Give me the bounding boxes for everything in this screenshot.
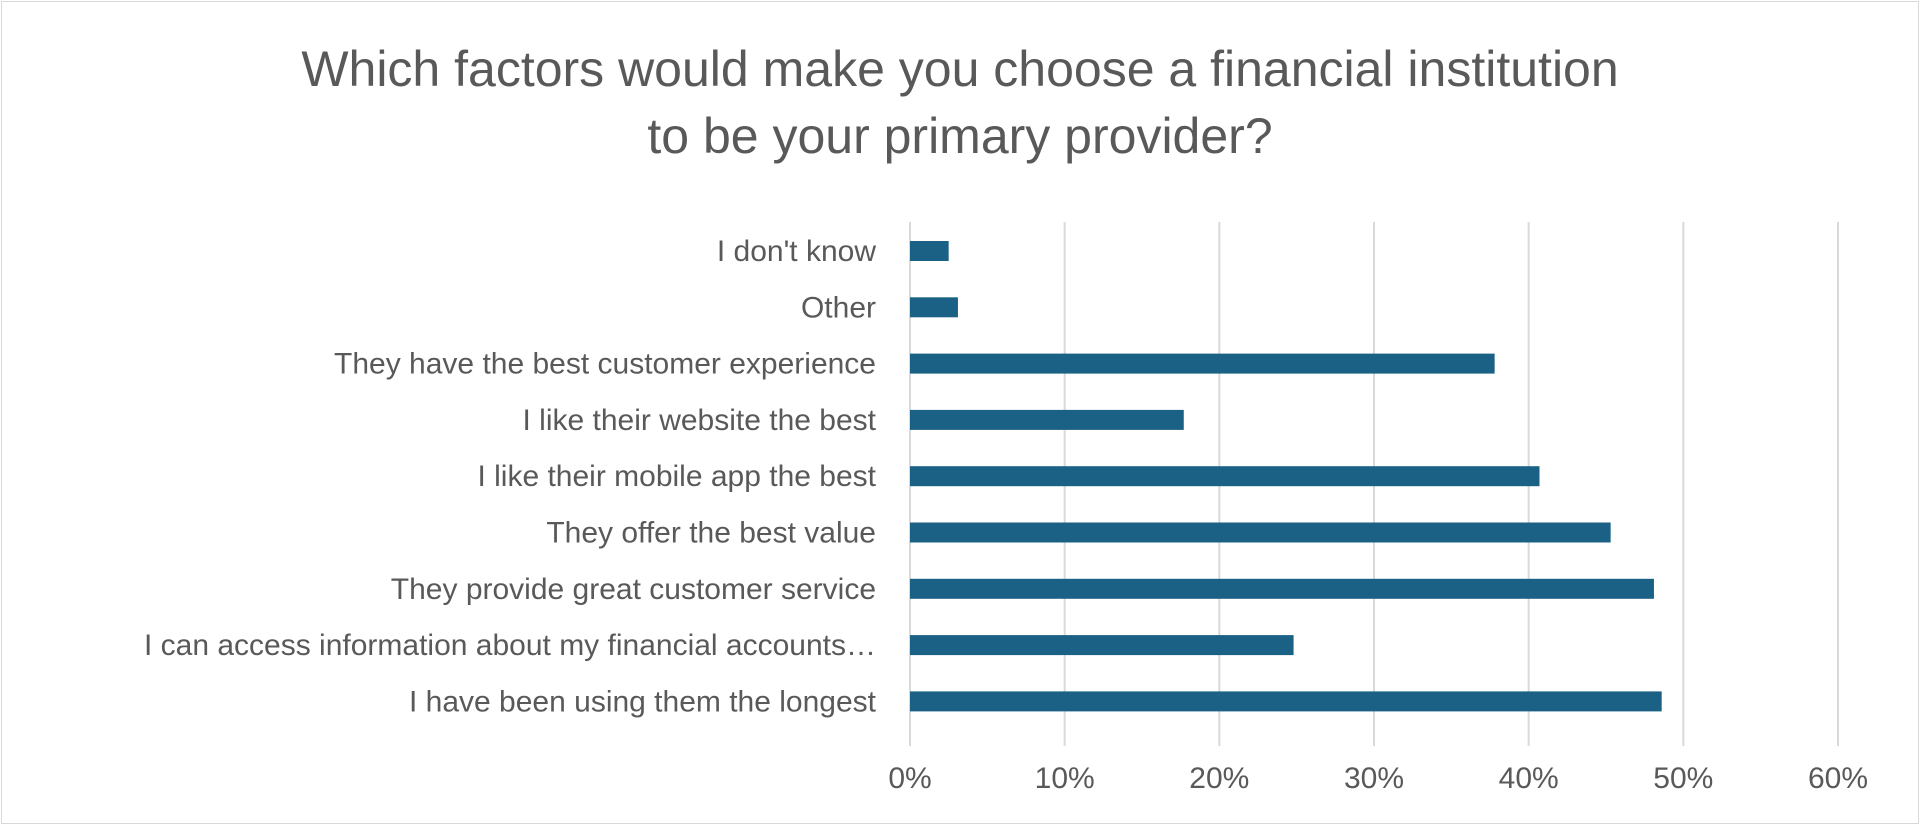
bar bbox=[910, 691, 1662, 712]
bar bbox=[910, 353, 1495, 374]
x-tick-label: 50% bbox=[1653, 762, 1713, 795]
x-tick-label: 20% bbox=[1189, 762, 1249, 795]
category-label: I like their website the best bbox=[522, 404, 876, 437]
category-label: They have the best customer experience bbox=[334, 348, 876, 381]
category-label: I can access information about my financ… bbox=[144, 629, 876, 662]
x-tick-label: 30% bbox=[1344, 762, 1404, 795]
x-tick-label: 40% bbox=[1499, 762, 1559, 795]
bars bbox=[910, 241, 1662, 712]
chart-title-line-2: to be your primary provider? bbox=[647, 108, 1273, 164]
category-label: I like their mobile app the best bbox=[477, 460, 876, 493]
category-labels: I don't know Other They have the best cust… bbox=[144, 235, 877, 718]
x-tick-labels: 0% 10% 20% 30% 40% 50% 60% bbox=[888, 762, 1868, 795]
category-label: They offer the best value bbox=[546, 517, 876, 550]
category-label: I have been using them the longest bbox=[409, 685, 877, 718]
bar bbox=[910, 635, 1294, 656]
chart-title-line-1: Which factors would make you choose a fi… bbox=[301, 41, 1619, 97]
category-label: I don't know bbox=[717, 235, 876, 268]
bar bbox=[910, 297, 958, 318]
x-tick-label: 10% bbox=[1035, 762, 1095, 795]
bar bbox=[910, 409, 1184, 430]
bar bbox=[910, 466, 1540, 487]
x-tick-label: 0% bbox=[888, 762, 931, 795]
bar bbox=[910, 522, 1611, 543]
bar bbox=[910, 578, 1654, 599]
chart-title: Which factors would make you choose a fi… bbox=[0, 36, 1920, 170]
x-tick-label: 60% bbox=[1808, 762, 1868, 795]
category-label: They provide great customer service bbox=[391, 573, 876, 606]
bar bbox=[910, 241, 949, 261]
category-label: Other bbox=[801, 291, 876, 324]
